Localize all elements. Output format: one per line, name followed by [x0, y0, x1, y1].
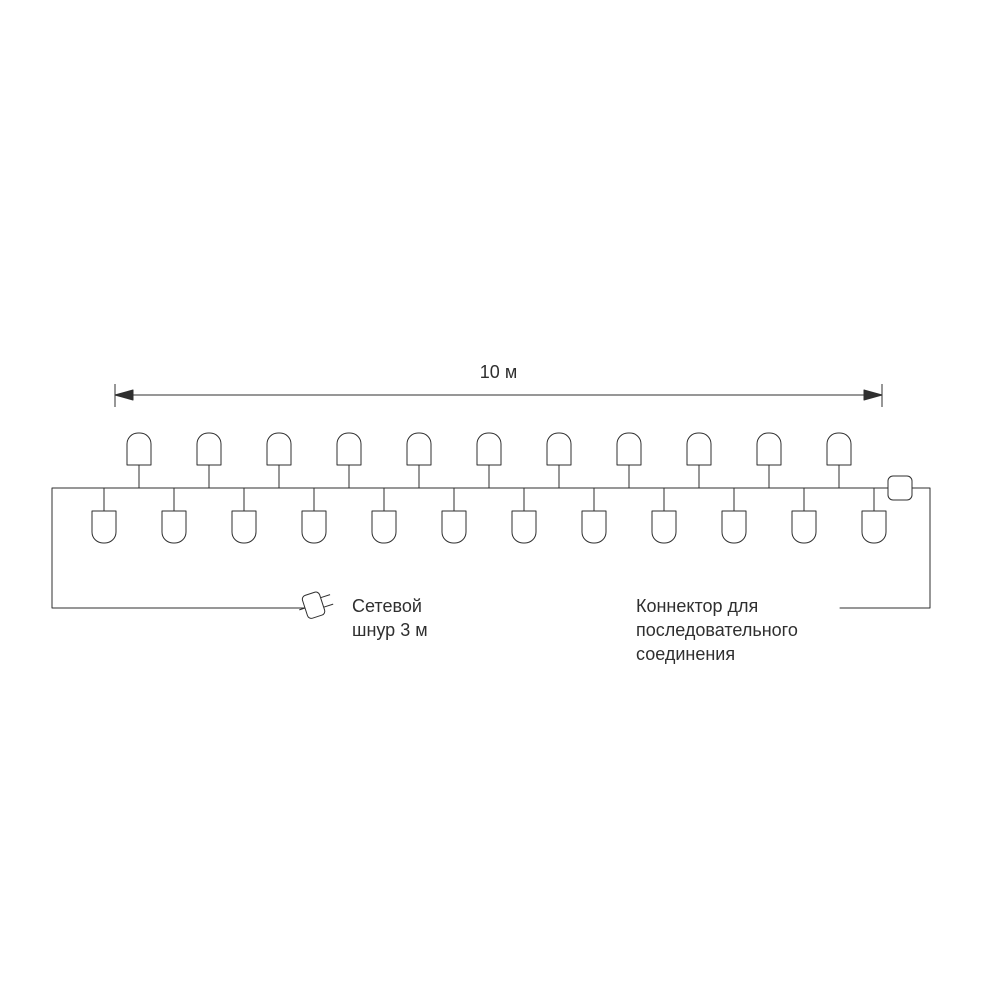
connector-label: последовательного — [636, 620, 798, 640]
bulbs-down — [92, 488, 886, 543]
dimension-label: 10 м — [480, 362, 517, 382]
bulbs-up — [127, 433, 851, 488]
connector-box: Коннектор для последовательного соединения — [636, 476, 930, 664]
diagram-canvas: 10 м Коннектор для последовательного соедин… — [0, 0, 1000, 1000]
diagram-root: 10 м Коннектор для последовательного соедин… — [52, 362, 930, 664]
connector-label: Коннектор для — [636, 596, 758, 616]
power-label: шнур 3 м — [352, 620, 428, 640]
power-label: Сетевой — [352, 596, 422, 616]
connector-label: соединения — [636, 644, 735, 664]
dimension-line: 10 м — [115, 362, 882, 407]
plug-icon — [296, 588, 336, 621]
